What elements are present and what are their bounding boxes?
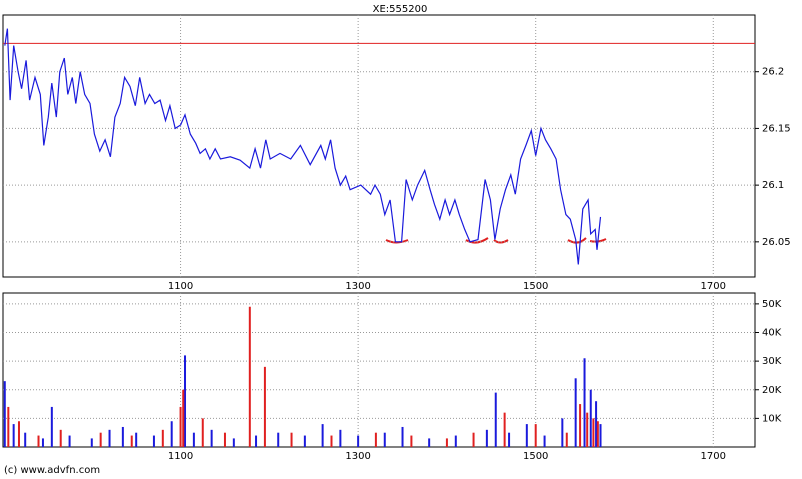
volume-bar — [210, 429, 213, 447]
volume-bar — [454, 435, 457, 447]
volume-bar — [339, 429, 342, 447]
volume-bar — [330, 435, 333, 447]
volume-bar — [24, 432, 27, 447]
volume-bar — [223, 432, 226, 447]
volume-bar — [59, 429, 62, 447]
volume-bar — [179, 406, 182, 447]
volume-bar — [357, 435, 360, 447]
y-tick-label: 26.15 — [762, 123, 791, 134]
volume-bar — [374, 432, 377, 447]
volume-bar — [192, 432, 195, 447]
volume-bar — [121, 426, 124, 447]
y-tick-label: 20K — [762, 385, 782, 396]
x-tick-label: 1500 — [523, 451, 548, 462]
volume-bar — [12, 424, 15, 447]
y-tick-label: 26.2 — [762, 67, 784, 78]
volume-bar — [561, 418, 564, 447]
volume-bar — [130, 435, 133, 447]
volume-bar — [534, 424, 537, 447]
volume-bar — [592, 418, 595, 447]
volume-bar — [263, 366, 266, 447]
volume-frame — [2, 292, 756, 448]
volume-bar — [290, 432, 293, 447]
volume-bar — [485, 429, 488, 447]
volume-bar — [255, 435, 258, 447]
volume-bar — [525, 424, 528, 447]
source: (c) www.advfn.com — [4, 465, 100, 476]
highlight — [567, 237, 587, 244]
volume-bar — [579, 404, 582, 447]
volume-bar — [303, 435, 306, 447]
volume-bar — [201, 418, 204, 447]
volume-bar — [90, 438, 93, 447]
price-line — [4, 28, 602, 265]
volume-bar — [248, 306, 251, 447]
volume-bar — [574, 378, 577, 447]
volume-bar — [586, 412, 589, 447]
volume-bar — [589, 389, 592, 447]
volume-bar — [37, 435, 40, 447]
volume-bar — [401, 426, 404, 447]
volume-bar — [508, 432, 511, 447]
volume-bar — [108, 429, 111, 447]
highlight — [493, 239, 509, 244]
volume-bar — [152, 435, 155, 447]
price-frame — [2, 14, 756, 278]
highlight — [465, 237, 489, 244]
x-tick-label: 1300 — [345, 451, 370, 462]
volume-bar — [50, 406, 53, 447]
volume-bar — [445, 438, 448, 447]
y-tick-label: 50K — [762, 299, 782, 310]
volume-bar — [41, 438, 44, 447]
y-tick-label: 40K — [762, 328, 782, 339]
highlight — [385, 239, 409, 244]
volume-bar — [599, 424, 602, 447]
volume-bar — [135, 432, 138, 447]
volume-bar — [543, 435, 546, 447]
x-tick-label: 1100 — [168, 281, 193, 292]
y-tick-label: 26.1 — [762, 180, 784, 191]
volume-bar — [182, 389, 185, 447]
volume-bar — [99, 432, 102, 447]
volume-bar — [232, 438, 235, 447]
volume-bar — [277, 432, 280, 447]
volume-bar — [161, 429, 164, 447]
volume-bar — [428, 438, 431, 447]
volume-bar — [503, 412, 506, 447]
x-tick-label: 1700 — [701, 451, 726, 462]
volume-bar — [595, 401, 598, 447]
volume-bar — [3, 381, 6, 447]
volume-bar — [17, 421, 20, 447]
volume-bar — [565, 432, 568, 447]
volume-bar — [410, 435, 413, 447]
x-tick-label: 1500 — [523, 281, 548, 292]
volume-bar — [68, 435, 71, 447]
chart-title: XE:555200 — [373, 4, 428, 15]
volume-bar — [321, 424, 324, 447]
volume-bar — [170, 421, 173, 447]
volume-bar — [596, 421, 599, 447]
volume-bar — [184, 355, 187, 447]
volume-bar — [583, 358, 586, 447]
y-tick-label: 10K — [762, 413, 782, 424]
x-tick-label: 1100 — [168, 451, 193, 462]
y-tick-label: 26.05 — [762, 237, 791, 248]
x-tick-label: 1700 — [701, 281, 726, 292]
y-tick-label: 30K — [762, 356, 782, 367]
volume-bar — [472, 432, 475, 447]
volume-bar — [383, 432, 386, 447]
x-tick-label: 1300 — [345, 281, 370, 292]
volume-bar — [7, 406, 10, 447]
volume-bar — [494, 392, 497, 447]
